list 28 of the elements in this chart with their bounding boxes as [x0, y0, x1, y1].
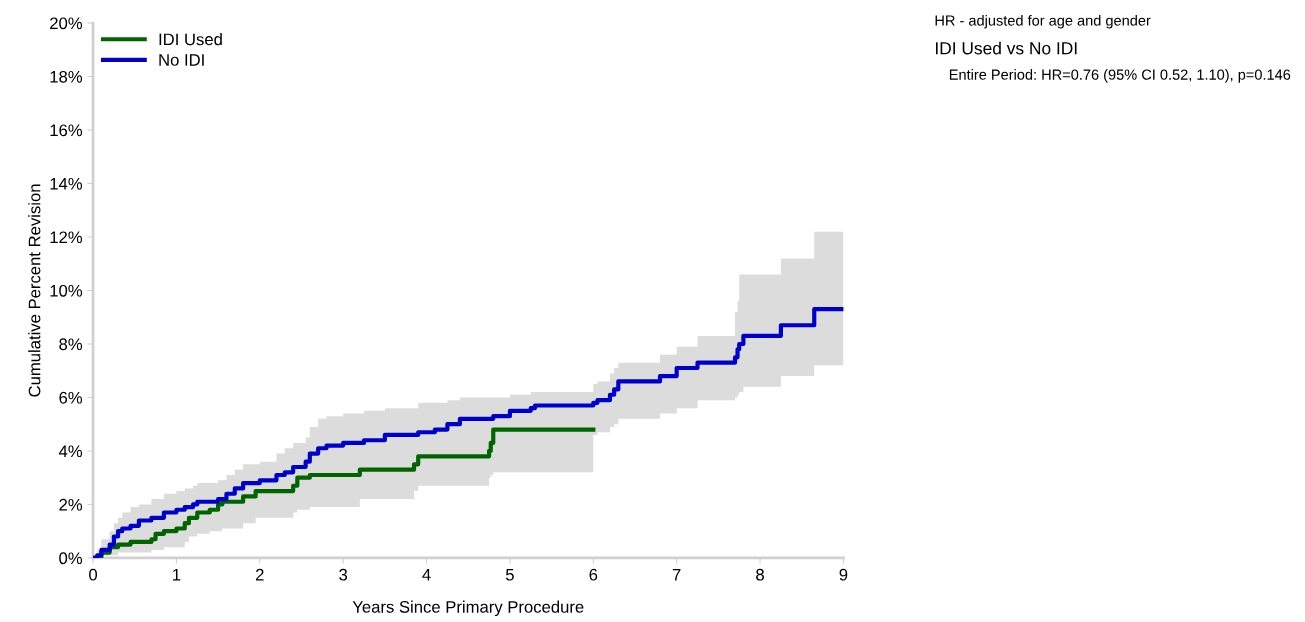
x-tick-label: 1 — [173, 568, 181, 581]
y-tick-label: 12% — [50, 231, 83, 244]
y-tick-label: 18% — [50, 70, 83, 83]
x-tick-label: 8 — [756, 568, 764, 581]
x-tick-label: 5 — [505, 568, 514, 581]
legend-label: No IDI — [159, 54, 204, 66]
x-tick-label: 4 — [422, 568, 431, 581]
x-tick-label: 7 — [672, 568, 681, 581]
y-tick-label: 2% — [59, 498, 83, 511]
legend-label: IDI Used — [159, 33, 222, 46]
y-axis-title: Cumulative Percent Revision — [28, 184, 41, 397]
x-tick-label: 3 — [339, 568, 348, 581]
y-tick-label: 6% — [59, 391, 83, 404]
y-tick-label: 14% — [50, 177, 83, 190]
y-tick-label: 10% — [50, 284, 83, 297]
x-tick-label: 9 — [839, 568, 848, 581]
y-tick-label: 0% — [59, 552, 83, 565]
x-axis-title: Years Since Primary Procedure — [352, 600, 584, 617]
y-tick-label: 8% — [59, 338, 83, 351]
y-tick-label: 20% — [50, 17, 83, 30]
text: Entire Period: HR=0.76 (95% CI 0.52, 1.10), p=0.146 — [949, 69, 1291, 83]
y-tick-label: 4% — [58, 445, 83, 458]
x-tick-label: 0 — [89, 568, 98, 581]
y-tick-label: 16% — [50, 124, 83, 137]
x-tick-label: 6 — [589, 568, 598, 581]
text: IDI Used vs No IDI — [935, 41, 1077, 55]
x-tick-label: 2 — [256, 568, 264, 581]
text: HR - adjusted for age and gender — [935, 14, 1151, 29]
